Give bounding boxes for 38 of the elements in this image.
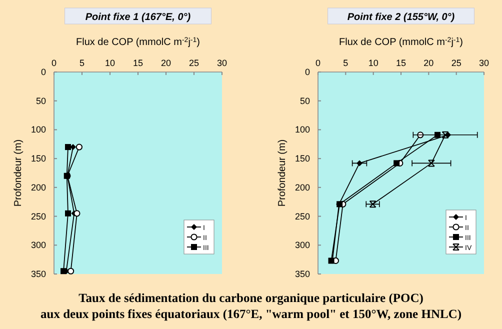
y-tick-label: 100 <box>294 124 310 135</box>
y-tick-label: 100 <box>30 124 46 135</box>
x-tick-label: 25 <box>188 58 200 68</box>
y-tick-label: 250 <box>30 211 46 222</box>
x-tick-label: 20 <box>160 58 172 68</box>
text: Taux de sédimentation du carbone organique particulaire (POC) <box>78 291 424 305</box>
chart-title: Point fixe 2 (155°W, 0°) <box>347 12 456 23</box>
text: aux deux points fixes équatoriaux (167°E, "warm pool" et 150°W, zone HNLC) <box>40 307 462 321</box>
y-axis-title: Profondeur (m) <box>277 139 288 207</box>
x-tick-label: 10 <box>368 58 378 68</box>
y-tick-label: 350 <box>294 269 310 279</box>
x-axis-title: Flux de COP (mmolC m$^{-2}$j$^{-1}$) <box>339 36 463 48</box>
x-tick-label: 30 <box>478 58 490 68</box>
y-tick-label: 50 <box>36 96 46 106</box>
y-tick-label: 50 <box>300 96 310 106</box>
y-tick-label: 250 <box>294 211 310 222</box>
y-tick-label: 0 <box>304 67 310 77</box>
y-tick-label: 300 <box>30 240 46 250</box>
x-tick-label: 15 <box>132 58 144 68</box>
y-tick-label: 150 <box>30 154 46 164</box>
x-tick-label: 20 <box>424 58 434 68</box>
x-tick-label: 15 <box>396 58 406 68</box>
x-tick-label: 10 <box>104 58 116 68</box>
x-tick-label: 5 <box>79 58 85 68</box>
x-tick-label: 0 <box>51 58 57 68</box>
x-axis-title: Flux de COP (mmolC m$^{-2}$j$^{-1}$) <box>76 36 200 48</box>
y-tick-label: 350 <box>30 269 46 279</box>
y-tick-label: 200 <box>30 182 46 192</box>
x-tick-label: 25 <box>451 58 462 68</box>
y-tick-label: 0 <box>40 67 46 77</box>
x-tick-label: 0 <box>315 58 321 68</box>
chart-title: Point fixe 1 (167°E, 0°) <box>85 12 192 23</box>
y-tick-label: 200 <box>294 182 310 192</box>
y-axis-title: Profondeur (m) <box>13 139 24 207</box>
x-tick-label: 5 <box>343 58 348 68</box>
y-tick-label: 150 <box>294 154 310 164</box>
y-tick-label: 300 <box>294 240 310 250</box>
x-tick-label: 30 <box>216 58 228 68</box>
